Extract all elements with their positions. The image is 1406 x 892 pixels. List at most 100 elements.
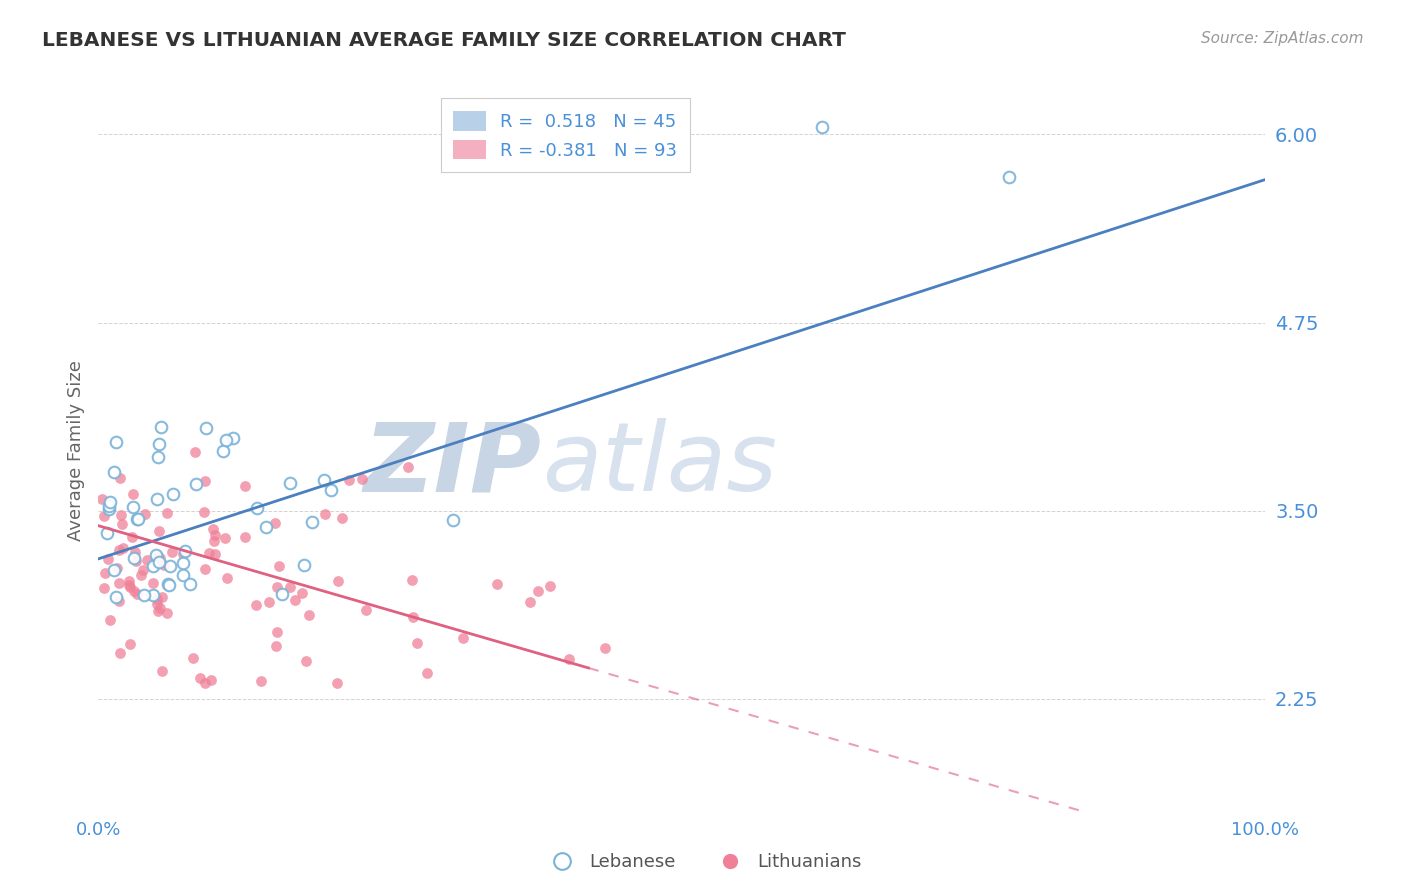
Text: Source: ZipAtlas.com: Source: ZipAtlas.com bbox=[1201, 31, 1364, 46]
Point bbox=[212, 443, 235, 458]
Point bbox=[127, 586, 149, 600]
Point bbox=[396, 459, 419, 474]
Point bbox=[222, 431, 245, 445]
Point bbox=[291, 585, 314, 599]
Point bbox=[105, 560, 128, 574]
Point bbox=[245, 598, 267, 612]
Point bbox=[257, 595, 280, 609]
Point bbox=[98, 501, 121, 516]
Legend: R =  0.518   N = 45, R = -0.381   N = 93: R = 0.518 N = 45, R = -0.381 N = 93 bbox=[440, 98, 690, 172]
Point bbox=[811, 120, 834, 134]
Point bbox=[527, 584, 550, 599]
Point bbox=[194, 676, 217, 690]
Point bbox=[174, 543, 197, 558]
Point bbox=[538, 579, 561, 593]
Point bbox=[406, 636, 429, 650]
Point bbox=[150, 665, 173, 679]
Point bbox=[100, 494, 122, 508]
Point bbox=[108, 543, 131, 558]
Point bbox=[301, 516, 323, 530]
Point bbox=[401, 573, 423, 587]
Point bbox=[148, 601, 170, 615]
Point bbox=[94, 566, 117, 580]
Point bbox=[266, 624, 288, 639]
Point bbox=[295, 653, 318, 667]
Point bbox=[146, 604, 169, 618]
Point bbox=[264, 516, 287, 530]
Point bbox=[519, 595, 541, 609]
Point bbox=[193, 505, 215, 519]
Point bbox=[190, 672, 212, 686]
Point bbox=[105, 434, 128, 449]
Point bbox=[271, 587, 294, 601]
Point bbox=[593, 640, 616, 655]
Point bbox=[110, 516, 132, 531]
Point bbox=[557, 652, 579, 666]
Point bbox=[153, 558, 176, 573]
Point bbox=[122, 584, 145, 599]
Point bbox=[112, 541, 135, 556]
Point bbox=[284, 593, 307, 607]
Point bbox=[486, 577, 509, 591]
Point bbox=[108, 646, 131, 660]
Point bbox=[157, 576, 180, 591]
Point bbox=[93, 508, 115, 523]
Point bbox=[204, 527, 226, 541]
Point bbox=[148, 555, 170, 569]
Point bbox=[110, 508, 132, 522]
Point bbox=[233, 479, 256, 493]
Point bbox=[150, 420, 173, 434]
Point bbox=[122, 500, 145, 515]
Point bbox=[118, 580, 141, 594]
Point bbox=[172, 556, 194, 570]
Point bbox=[127, 511, 149, 525]
Point bbox=[97, 552, 120, 566]
Point bbox=[108, 471, 131, 485]
Point bbox=[124, 544, 146, 558]
Point bbox=[118, 577, 141, 591]
Point bbox=[148, 524, 170, 538]
Point bbox=[129, 567, 152, 582]
Point bbox=[278, 580, 301, 594]
Point bbox=[339, 474, 361, 488]
Point bbox=[264, 639, 287, 653]
Text: LEBANESE VS LITHUANIAN AVERAGE FAMILY SIZE CORRELATION CHART: LEBANESE VS LITHUANIAN AVERAGE FAMILY SI… bbox=[42, 31, 846, 50]
Point bbox=[198, 545, 221, 559]
Point bbox=[134, 588, 156, 602]
Point bbox=[145, 491, 167, 506]
Point bbox=[217, 571, 239, 585]
Point bbox=[181, 651, 204, 665]
Point bbox=[149, 550, 172, 565]
Point bbox=[93, 581, 115, 595]
Point bbox=[200, 673, 222, 688]
Point bbox=[202, 534, 225, 549]
Point bbox=[314, 507, 336, 521]
Point bbox=[125, 554, 148, 568]
Point bbox=[156, 606, 179, 620]
Point bbox=[204, 547, 226, 561]
Point bbox=[326, 676, 349, 690]
Point bbox=[330, 511, 353, 525]
Point bbox=[96, 526, 118, 541]
Point bbox=[254, 520, 277, 534]
Point bbox=[156, 507, 179, 521]
Point bbox=[298, 607, 321, 622]
Point bbox=[215, 433, 238, 447]
Point bbox=[402, 610, 425, 624]
Point bbox=[142, 576, 165, 591]
Point bbox=[118, 637, 141, 651]
Point bbox=[235, 530, 257, 544]
Point bbox=[146, 450, 169, 464]
Point bbox=[350, 472, 373, 486]
Text: ZIP: ZIP bbox=[364, 418, 541, 511]
Point bbox=[451, 632, 474, 646]
Point bbox=[179, 577, 201, 591]
Point bbox=[150, 590, 173, 604]
Point bbox=[246, 500, 269, 515]
Point bbox=[148, 437, 170, 451]
Point bbox=[159, 559, 181, 574]
Point bbox=[146, 597, 169, 611]
Y-axis label: Average Family Size: Average Family Size bbox=[66, 360, 84, 541]
Point bbox=[249, 673, 271, 688]
Point bbox=[162, 486, 184, 500]
